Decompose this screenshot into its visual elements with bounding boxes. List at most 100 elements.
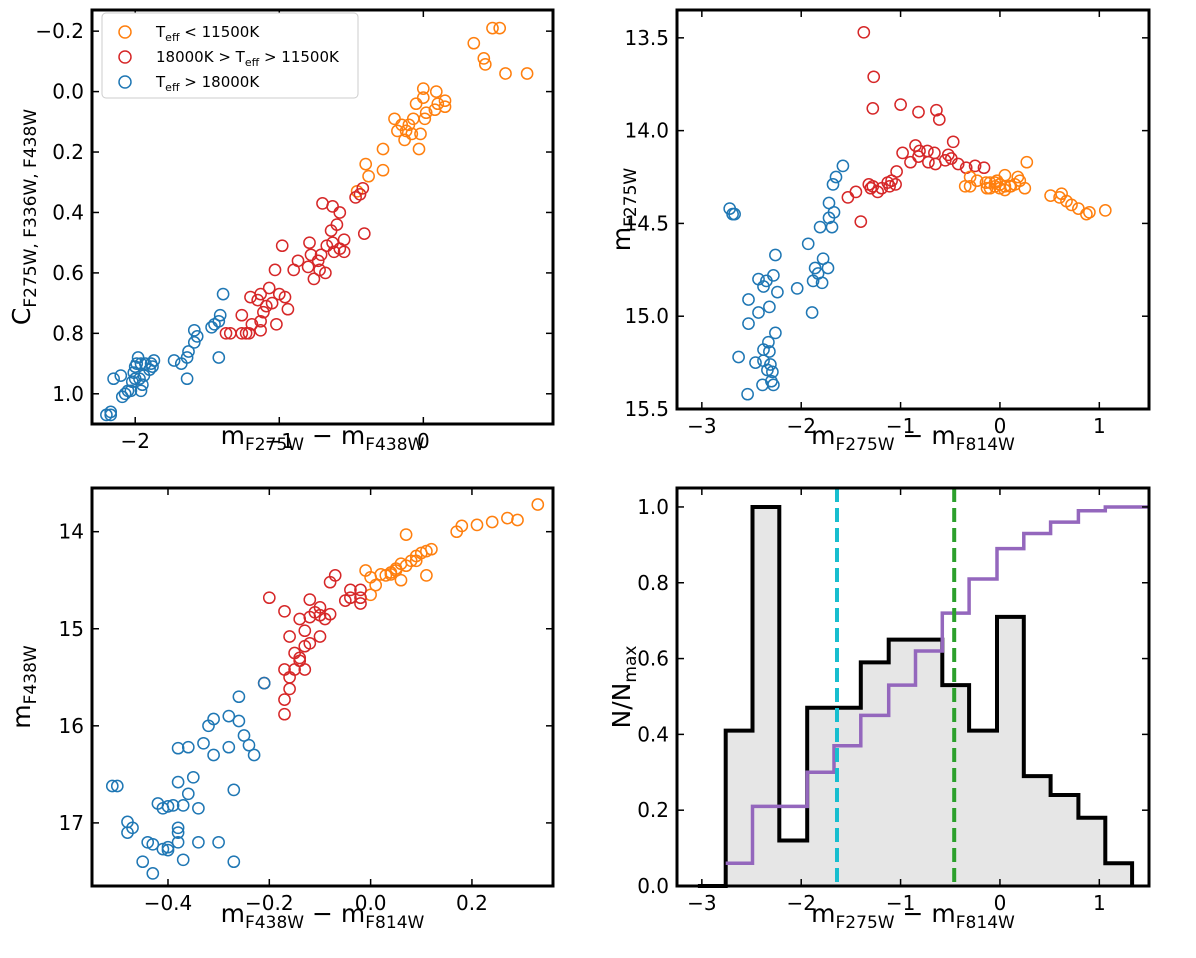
point-mid: [356, 181, 370, 195]
x-tick-label: −3: [687, 891, 716, 915]
point-mid: [293, 612, 307, 626]
point-hot: [151, 797, 165, 810]
x-tick-label: 0: [994, 891, 1007, 915]
point-cool: [1018, 181, 1032, 195]
point-cool: [485, 515, 499, 529]
point-hot: [118, 387, 132, 401]
y-tick-label: 15.0: [624, 304, 669, 328]
point-mid: [251, 293, 265, 307]
point-mid: [349, 191, 362, 204]
point-cool: [511, 513, 524, 527]
axes-frame: [675, 486, 1151, 888]
y-tick-label: −0.2: [35, 19, 84, 43]
point-hot: [822, 211, 836, 225]
point-mid: [303, 593, 317, 606]
point-mid: [904, 155, 917, 169]
point-mid: [314, 248, 328, 262]
x-tick-label: 1: [1093, 891, 1106, 915]
point-hot: [171, 775, 185, 789]
point-mid: [281, 302, 295, 316]
point-cool: [379, 569, 393, 582]
point-hot: [806, 274, 820, 288]
x-axis-label: mF275W − mF438W: [221, 421, 425, 455]
point-mid: [857, 25, 871, 39]
point-mid: [319, 266, 332, 280]
cumulative-line: [725, 505, 1149, 866]
point-hot: [763, 300, 776, 314]
point-mid: [278, 693, 291, 706]
point-mid: [977, 161, 991, 175]
point-hot: [182, 345, 195, 358]
point-hot: [749, 356, 762, 369]
point-mid: [862, 178, 876, 191]
point-cool: [980, 181, 994, 195]
point-mid: [327, 245, 341, 259]
x-tick-label: −2: [786, 891, 815, 915]
point-cool: [958, 179, 972, 193]
point-mid: [257, 305, 270, 319]
legend-label-mid: 18000K > Teff > 11500K: [156, 48, 340, 69]
point-mid: [307, 272, 321, 286]
point-cool: [399, 528, 413, 541]
point-cool: [493, 21, 507, 35]
y-axis-label-asub: F275W, F336W, F438W: [21, 109, 41, 308]
point-hot: [836, 159, 850, 173]
point-hot: [174, 357, 188, 370]
point-hot: [121, 815, 134, 829]
point-cool: [520, 67, 534, 80]
point-cool: [450, 525, 464, 539]
x-axis-label-a: m: [221, 421, 245, 450]
x-tick-label: 0.2: [456, 891, 488, 915]
point-cool: [388, 112, 401, 126]
point-hot: [186, 770, 200, 784]
point-mid: [316, 197, 329, 210]
y-tick-label: 15: [59, 617, 84, 641]
point-hot: [741, 387, 754, 401]
y-tick-label: 0.6: [637, 647, 669, 671]
point-hot: [213, 308, 227, 322]
point-hot: [821, 261, 835, 275]
x-axis-label-op: −: [895, 899, 932, 928]
x-axis-label-b: m: [931, 421, 955, 450]
point-cool: [1055, 187, 1068, 201]
y-axis-label-asub: F275W: [621, 168, 641, 227]
x-tick-label: −1: [265, 429, 294, 453]
x-tick-label: −0.4: [144, 891, 193, 915]
point-hot: [197, 736, 210, 750]
point-hot: [146, 360, 159, 373]
point-mid: [298, 624, 312, 638]
y-tick-label: 1.0: [52, 382, 84, 406]
point-cool: [376, 142, 390, 156]
point-hot: [232, 714, 246, 728]
y-axis-label-asub: max: [621, 646, 641, 683]
point-hot: [756, 378, 769, 392]
point-cool: [391, 124, 404, 138]
point-mid: [324, 224, 338, 237]
point-cool: [1020, 155, 1034, 169]
legend-label-cool: Teff < 11500K: [155, 23, 260, 44]
point-cool: [416, 82, 430, 95]
point-hot: [790, 282, 804, 295]
x-axis-label-b: m: [341, 421, 365, 450]
y-tick-label: 0.2: [637, 798, 669, 822]
point-hot: [805, 306, 819, 319]
point-hot: [216, 287, 230, 301]
x-axis-label-bsub: F814W: [956, 913, 1015, 933]
point-hot: [110, 779, 124, 793]
x-axis-label-a: m: [811, 899, 835, 928]
point-hot: [766, 365, 779, 379]
x-tick-label: 0: [417, 429, 430, 453]
y-tick-label: 0.6: [52, 261, 84, 285]
y-axis-label: mF275W: [607, 168, 641, 252]
point-hot: [742, 293, 755, 306]
point-cool: [477, 52, 491, 65]
point-cool: [409, 97, 423, 111]
point-mid: [278, 604, 291, 618]
point-cool: [1080, 207, 1093, 221]
point-mid: [275, 239, 289, 253]
legend: Teff < 11500K 18000K > Teff > 11500K Tef…: [101, 12, 359, 99]
x-tick-label: −0.2: [245, 891, 294, 915]
